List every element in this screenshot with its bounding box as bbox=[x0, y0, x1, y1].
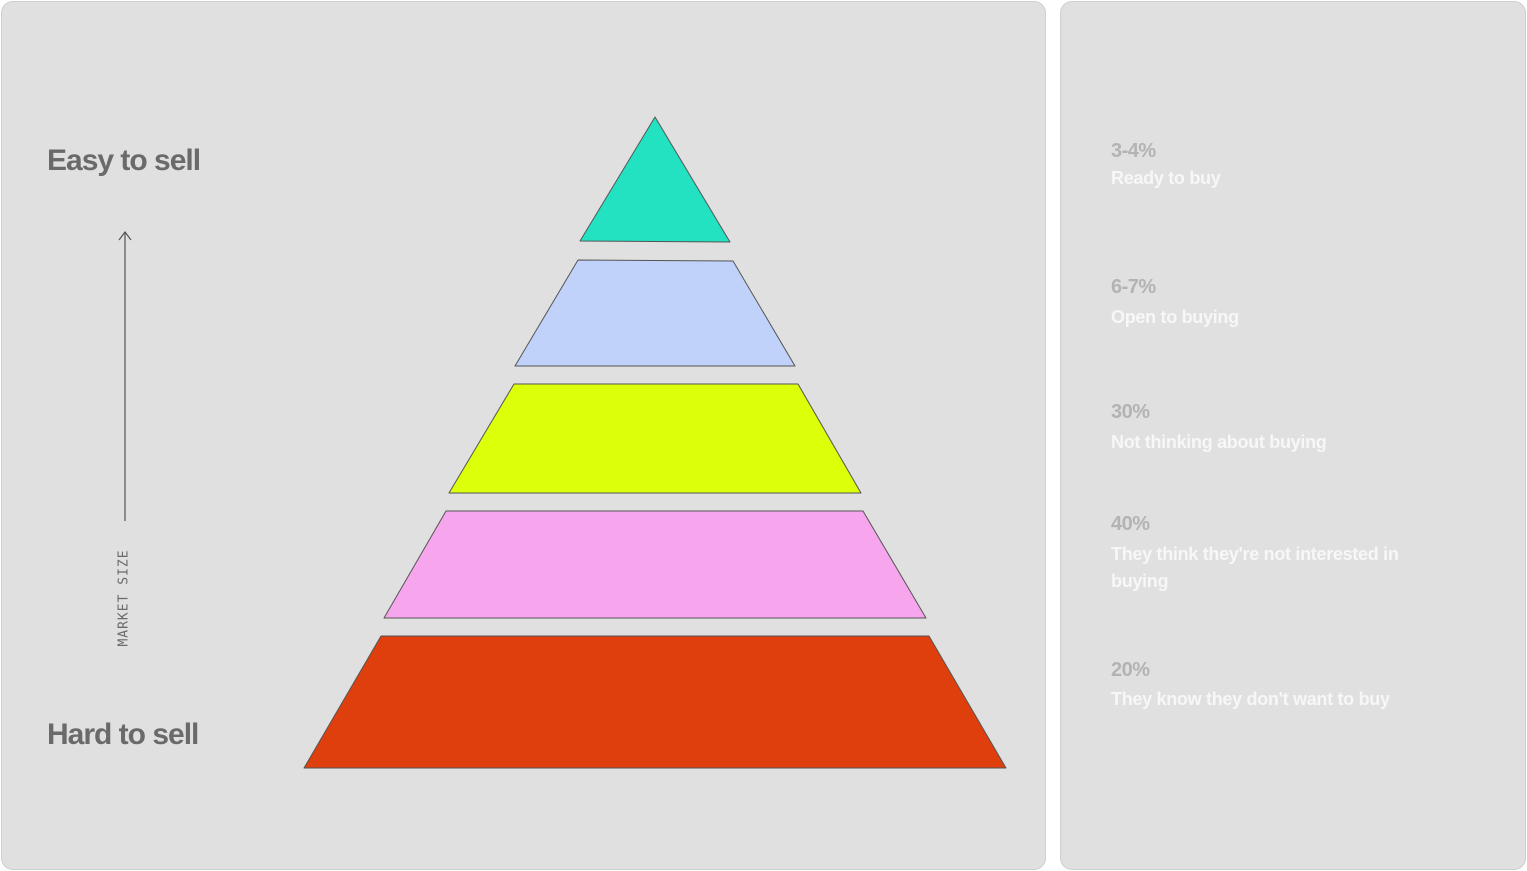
tier-percent: 20% bbox=[1111, 659, 1150, 681]
tier-description: Not thinking about buying bbox=[1111, 432, 1327, 452]
tier-description: They know they don't want to buy bbox=[1111, 689, 1390, 709]
tier-description: Open to buying bbox=[1111, 307, 1239, 327]
arrow-up-icon bbox=[118, 231, 132, 521]
tier-description: They think they're not interested in buy… bbox=[1111, 544, 1399, 591]
tier-legend-4: 40% They think they're not interested in… bbox=[1111, 513, 1411, 595]
hard-to-sell-label: Hard to sell bbox=[47, 718, 199, 751]
pyramid-tier-4 bbox=[383, 510, 927, 619]
tier-percent: 30% bbox=[1111, 401, 1150, 423]
pyramid-tier-5 bbox=[303, 635, 1007, 769]
tier-legend-3: 30% Not thinking about buying bbox=[1111, 401, 1421, 456]
pyramid-tier-1 bbox=[579, 116, 731, 243]
pyramid-tier-2 bbox=[514, 259, 796, 367]
tier-legend-2: 6-7% Open to buying bbox=[1111, 276, 1421, 331]
tier-legend-5: 20% They know they don't want to buy bbox=[1111, 659, 1421, 713]
tier-description: Ready to buy bbox=[1111, 168, 1221, 188]
pyramid-tier-3 bbox=[448, 383, 862, 494]
tier-percent: 40% bbox=[1111, 513, 1150, 535]
easy-to-sell-label: Easy to sell bbox=[47, 144, 201, 177]
tier-legend-1: 3-4% Ready to buy bbox=[1111, 140, 1421, 192]
tier-percent: 3-4% bbox=[1111, 140, 1156, 162]
legend-panel bbox=[1060, 1, 1526, 870]
tier-percent: 6-7% bbox=[1111, 276, 1156, 298]
